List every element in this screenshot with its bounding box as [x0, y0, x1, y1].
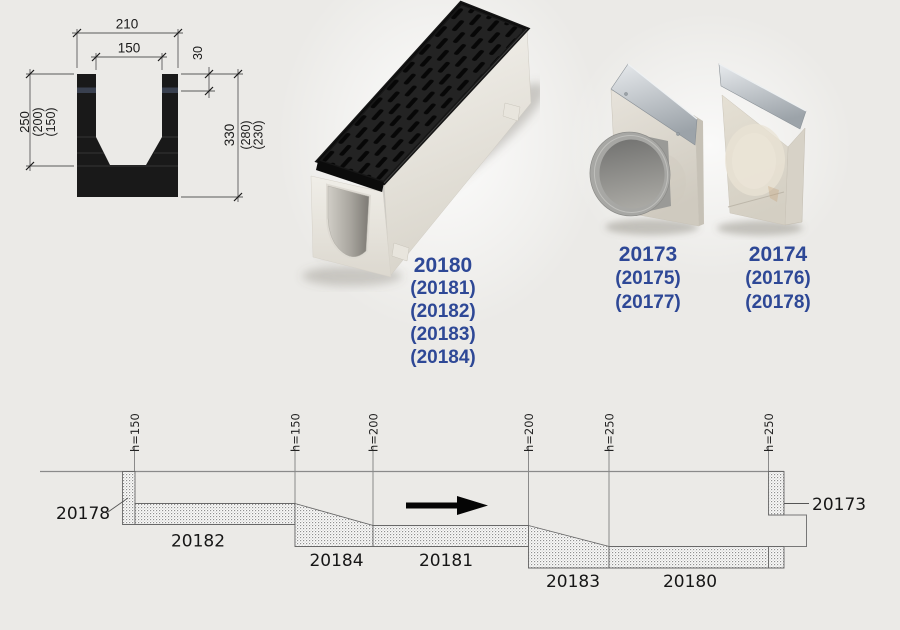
cross-section-drawing: 210 150 30 250 (200) (150) 330 (280) (23… — [17, 17, 266, 202]
outlet-cap-code-main: 20173 — [618, 243, 678, 266]
dim-total-height-1: 330 — [222, 124, 237, 147]
height-marker: h=200 — [522, 413, 536, 452]
outlet-pipe-outline — [784, 514, 807, 547]
label-left-end-cap: 20178 — [56, 504, 110, 524]
segment-20183-sloped — [528, 524, 610, 569]
height-marker: h=200 — [367, 413, 381, 452]
channel-photo — [302, 0, 540, 286]
end-caps-photo — [589, 63, 807, 236]
dim-depth-3: (150) — [44, 107, 58, 136]
grate-near-rim — [316, 161, 384, 192]
segment-20180 — [608, 546, 769, 569]
height-marker: h=150 — [128, 413, 142, 452]
segment-20182 — [134, 503, 296, 525]
label-segment5: 20180 — [663, 572, 717, 592]
installation-run-diagram: h=150 h=150 h=200 h=200 h=250 h=250 2017… — [40, 413, 866, 592]
channel-cavity — [327, 185, 370, 257]
channel-code-variant: (20184) — [410, 347, 476, 368]
dim-outer-width: 210 — [116, 17, 139, 32]
dimension-ticks — [25, 28, 243, 202]
outlet-pipe-opening — [599, 139, 665, 209]
segment-20184-sloped — [294, 502, 374, 547]
leader-left-end-cap — [107, 497, 129, 513]
height-marker: h=250 — [762, 413, 776, 452]
grate-edge-highlight — [383, 28, 528, 184]
label-segment3: 20181 — [419, 551, 473, 571]
outlet-end-cap-photo — [589, 63, 704, 235]
dim-total-height-2: (280) — [239, 120, 253, 149]
closing-end-cap-photo — [717, 63, 807, 236]
dim-depth-2: (200) — [31, 107, 45, 136]
channel-code-main: 20180 — [413, 254, 473, 277]
outlet-cap-shadow — [605, 219, 699, 235]
steel-edge-highlight — [627, 63, 698, 120]
label-segment4: 20183 — [546, 572, 600, 592]
segment-left-end-cap — [122, 471, 136, 525]
closing-cap-code-variant: (20178) — [745, 292, 811, 313]
label-segment1: 20182 — [171, 532, 225, 552]
channel-code-variant: (20183) — [410, 324, 476, 345]
profile-seam-lines — [77, 136, 178, 167]
channel-code-labels: 20180 (20181) (20182) (20183) (20184) — [363, 254, 523, 369]
grate-slots — [318, 3, 527, 183]
height-marker: h=150 — [289, 413, 303, 452]
dim-inner-width: 150 — [118, 41, 141, 56]
closing-cap-code-main: 20174 — [748, 243, 808, 266]
dim-edge-height: 30 — [191, 46, 205, 60]
edge-rail-right — [162, 87, 178, 93]
label-right-end-cap: 20173 — [812, 495, 866, 515]
segment-right-end-cap-upper — [768, 471, 785, 516]
channel-code-variant: (20182) — [410, 301, 476, 322]
closing-cap-stain-inner — [732, 133, 776, 189]
closing-cap-rust — [768, 186, 779, 202]
closing-cap-side — [784, 127, 806, 226]
dim-total-height-3: (230) — [252, 120, 266, 149]
flow-direction-arrow — [406, 496, 488, 515]
dimension-lines — [26, 29, 243, 202]
segment-20181 — [372, 525, 529, 547]
steel-screw — [676, 132, 680, 136]
edge-rail-left — [77, 87, 96, 93]
height-marker: h=250 — [603, 413, 617, 452]
dim-depth-1: 250 — [17, 111, 32, 133]
steel-edge-highlight — [718, 63, 807, 112]
steel-screw — [624, 92, 628, 96]
outlet-cap-code-variant: (20177) — [615, 292, 681, 313]
closing-cap-code-labels: 20174 (20176) (20178) — [713, 243, 843, 315]
label-segment2: 20184 — [309, 551, 363, 571]
segment-right-end-cap-lower — [768, 546, 785, 569]
channel-foot-near — [391, 242, 410, 262]
channel-foot-far — [502, 102, 521, 122]
closing-cap-chamfer — [727, 191, 785, 208]
outlet-cap-code-variant: (20175) — [615, 268, 681, 289]
outlet-cap-side — [695, 116, 704, 226]
outlet-pipe-rim-highlight — [593, 135, 669, 213]
outlet-cap-code-labels: 20173 (20175) (20177) — [583, 243, 713, 315]
closing-cap-code-variant: (20176) — [745, 268, 811, 289]
channel-code-variant: (20181) — [410, 278, 476, 299]
